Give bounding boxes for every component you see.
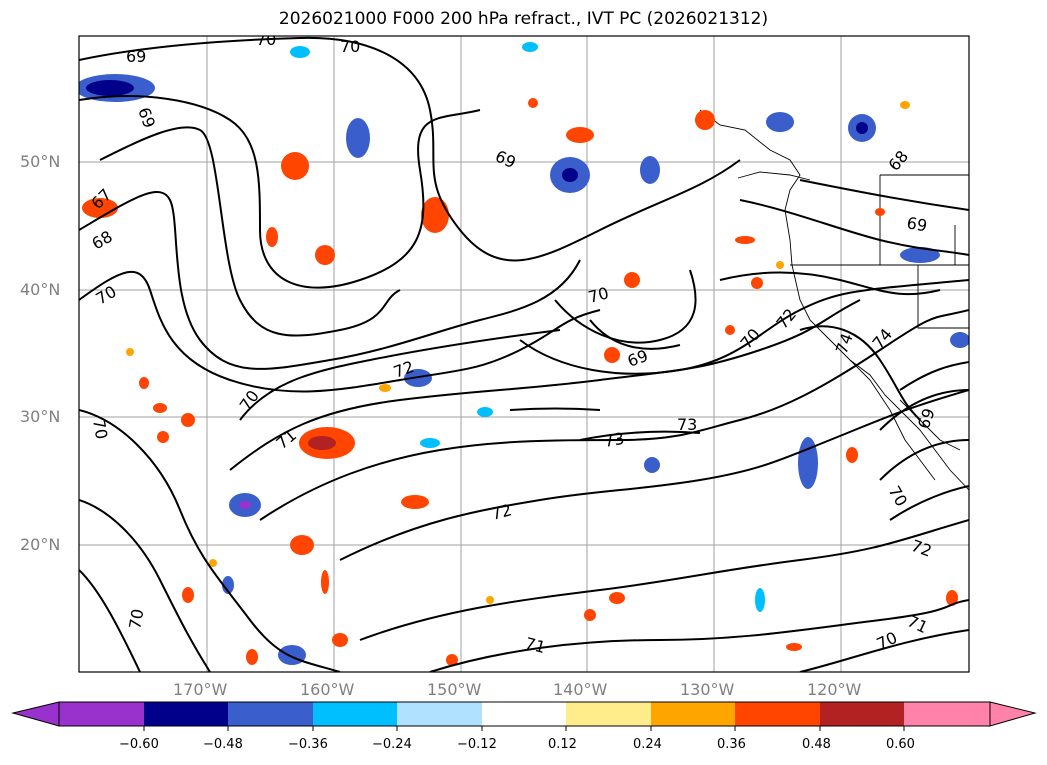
colorbar-bin — [144, 702, 228, 726]
colorbar-tick: 0.48 — [802, 737, 831, 752]
contour-label: 73 — [677, 415, 697, 434]
colorbar-tick: −0.60 — [119, 737, 159, 752]
contour-label: 70 — [89, 417, 111, 440]
map-background — [79, 36, 969, 672]
colorbar-tick: −0.48 — [203, 737, 243, 752]
contour-label: 71 — [523, 634, 548, 658]
positive-ivt-areas — [82, 98, 958, 666]
lon-label-160w: 160°W — [300, 680, 355, 699]
colorbar-tick: 0.60 — [886, 737, 915, 752]
ivt-shading — [79, 42, 969, 666]
lat-label-50n: 50°N — [20, 152, 61, 171]
lon-label-140w: 140°W — [553, 680, 608, 699]
colorbar-bin — [820, 702, 904, 726]
colorbar-tick: 0.12 — [548, 737, 577, 752]
contour-label: 69 — [905, 213, 928, 235]
colorbar-max-extend — [989, 701, 1037, 727]
contour-label: 72 — [489, 500, 514, 524]
colorbar-tick: −0.12 — [457, 737, 497, 752]
lon-label-150w: 150°W — [427, 680, 482, 699]
contour-label: 69 — [126, 47, 146, 66]
lon-label-130w: 130°W — [680, 680, 735, 699]
colorbar-tick: 0.36 — [717, 737, 746, 752]
refractivity-contours — [79, 36, 969, 672]
colorbar-bin — [904, 702, 990, 726]
graticule — [79, 36, 969, 672]
contour-label: 70 — [125, 607, 147, 630]
colorbar-bin — [228, 702, 313, 726]
colorbar-bin — [397, 702, 482, 726]
colorbar — [11, 701, 1037, 731]
colorbar-outline — [58, 701, 991, 727]
map-frame — [78, 35, 970, 673]
colorbar-bin — [651, 702, 735, 726]
lat-label-30n: 30°N — [20, 407, 61, 426]
colorbar-bin — [566, 702, 651, 726]
contour-label: 73 — [602, 429, 625, 451]
colorbar-tick: −0.24 — [372, 737, 412, 752]
map-title: 2026021000 F000 200 hPa refract., IVT PC… — [278, 9, 769, 29]
colorbar-bin — [482, 702, 566, 726]
colorbar-tick: 0.24 — [633, 737, 662, 752]
lon-label-120w: 120°W — [807, 680, 862, 699]
contour-label: 70 — [340, 37, 360, 56]
colorbar-bin — [59, 702, 144, 726]
colorbar-bin — [735, 702, 820, 726]
contour-label: 70 — [256, 30, 276, 49]
colorbar-bin — [313, 702, 397, 726]
lat-label-20n: 20°N — [20, 535, 61, 554]
contour-label: 70 — [586, 283, 611, 307]
colorbar-tick: −0.36 — [288, 737, 328, 752]
lon-label-170w: 170°W — [173, 680, 228, 699]
lat-label-40n: 40°N — [20, 280, 61, 299]
colorbar-min-extend — [11, 701, 60, 727]
negative-ivt-areas — [79, 42, 969, 665]
